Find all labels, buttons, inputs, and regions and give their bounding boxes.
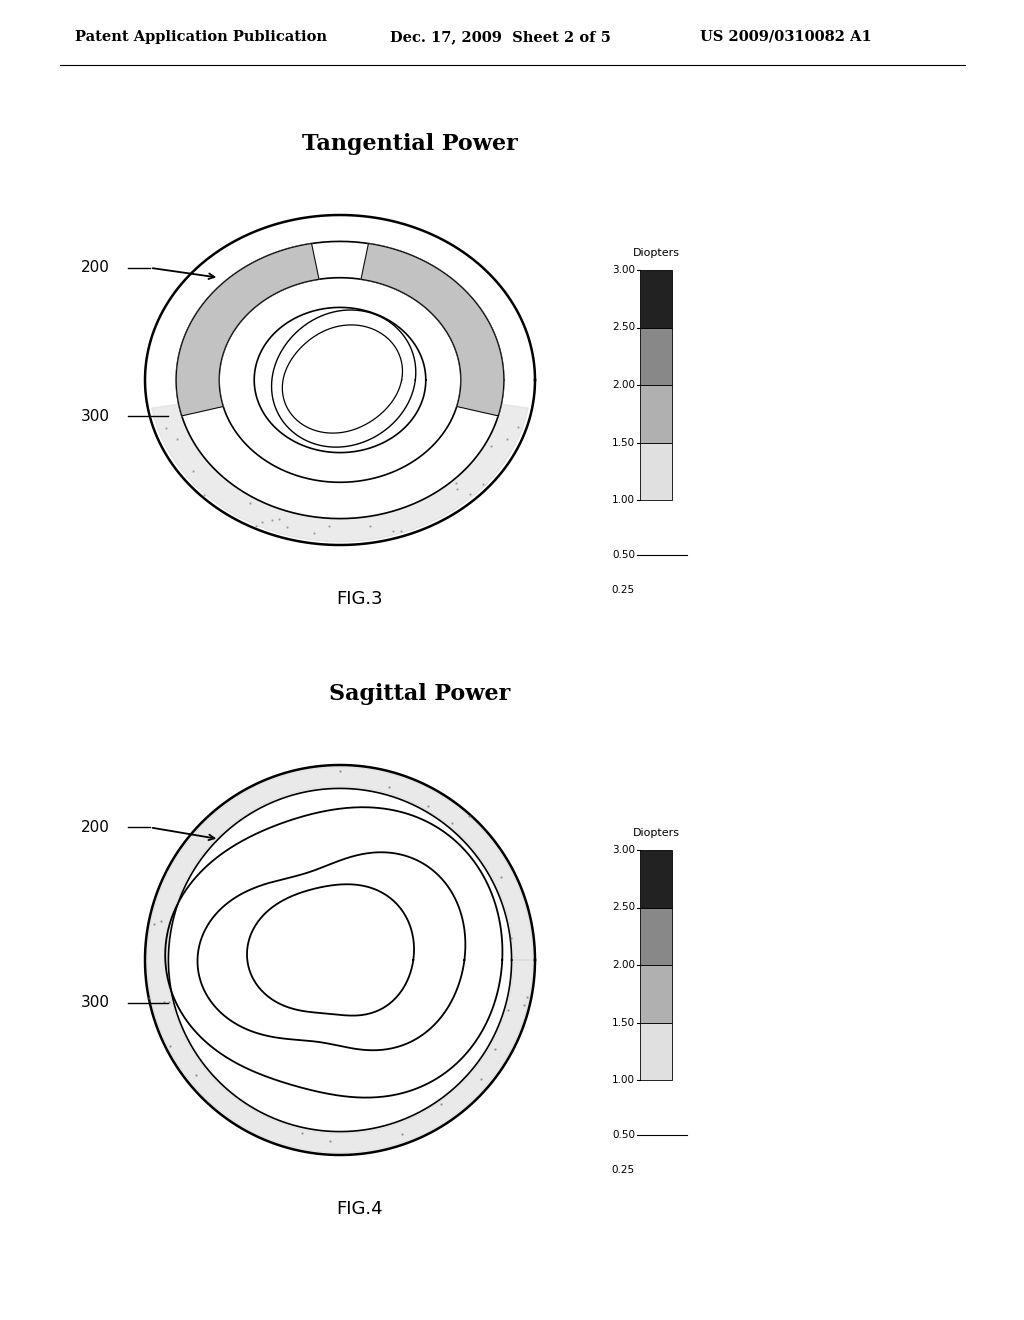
Text: 2.00: 2.00: [612, 380, 635, 389]
Text: 0.25: 0.25: [612, 1166, 635, 1175]
Text: Dec. 17, 2009  Sheet 2 of 5: Dec. 17, 2009 Sheet 2 of 5: [390, 30, 611, 44]
Text: 200: 200: [81, 820, 110, 836]
Text: 3.00: 3.00: [612, 845, 635, 855]
Text: 3.00: 3.00: [612, 265, 635, 275]
Text: 300: 300: [81, 409, 110, 424]
Text: 2.50: 2.50: [612, 903, 635, 912]
Polygon shape: [152, 404, 528, 541]
Text: Sagittal Power: Sagittal Power: [330, 682, 511, 705]
Bar: [640, 1023, 672, 1080]
Text: 0.25: 0.25: [612, 585, 635, 595]
Text: 1.50: 1.50: [612, 1018, 635, 1027]
Text: Patent Application Publication: Patent Application Publication: [75, 30, 327, 44]
Bar: [640, 271, 672, 327]
Text: 0.50: 0.50: [612, 1130, 635, 1140]
Polygon shape: [361, 243, 504, 416]
Polygon shape: [147, 767, 534, 1154]
Text: Diopters: Diopters: [633, 828, 680, 838]
Text: 1.50: 1.50: [612, 437, 635, 447]
Bar: [640, 327, 672, 385]
Bar: [640, 850, 672, 908]
Text: FIG.3: FIG.3: [337, 590, 383, 609]
Text: 200: 200: [81, 260, 110, 276]
Polygon shape: [176, 243, 319, 416]
Text: 2.00: 2.00: [612, 960, 635, 970]
Text: 0.50: 0.50: [612, 550, 635, 560]
Text: 1.00: 1.00: [612, 495, 635, 506]
Bar: [640, 385, 672, 442]
Bar: [640, 442, 672, 500]
Text: 1.00: 1.00: [612, 1074, 635, 1085]
Text: Tangential Power: Tangential Power: [302, 133, 518, 154]
Text: 2.50: 2.50: [612, 322, 635, 333]
Text: US 2009/0310082 A1: US 2009/0310082 A1: [700, 30, 871, 44]
Bar: [640, 908, 672, 965]
Bar: [640, 965, 672, 1023]
Text: Diopters: Diopters: [633, 248, 680, 257]
Text: FIG.4: FIG.4: [337, 1200, 383, 1218]
Text: 300: 300: [81, 995, 110, 1010]
